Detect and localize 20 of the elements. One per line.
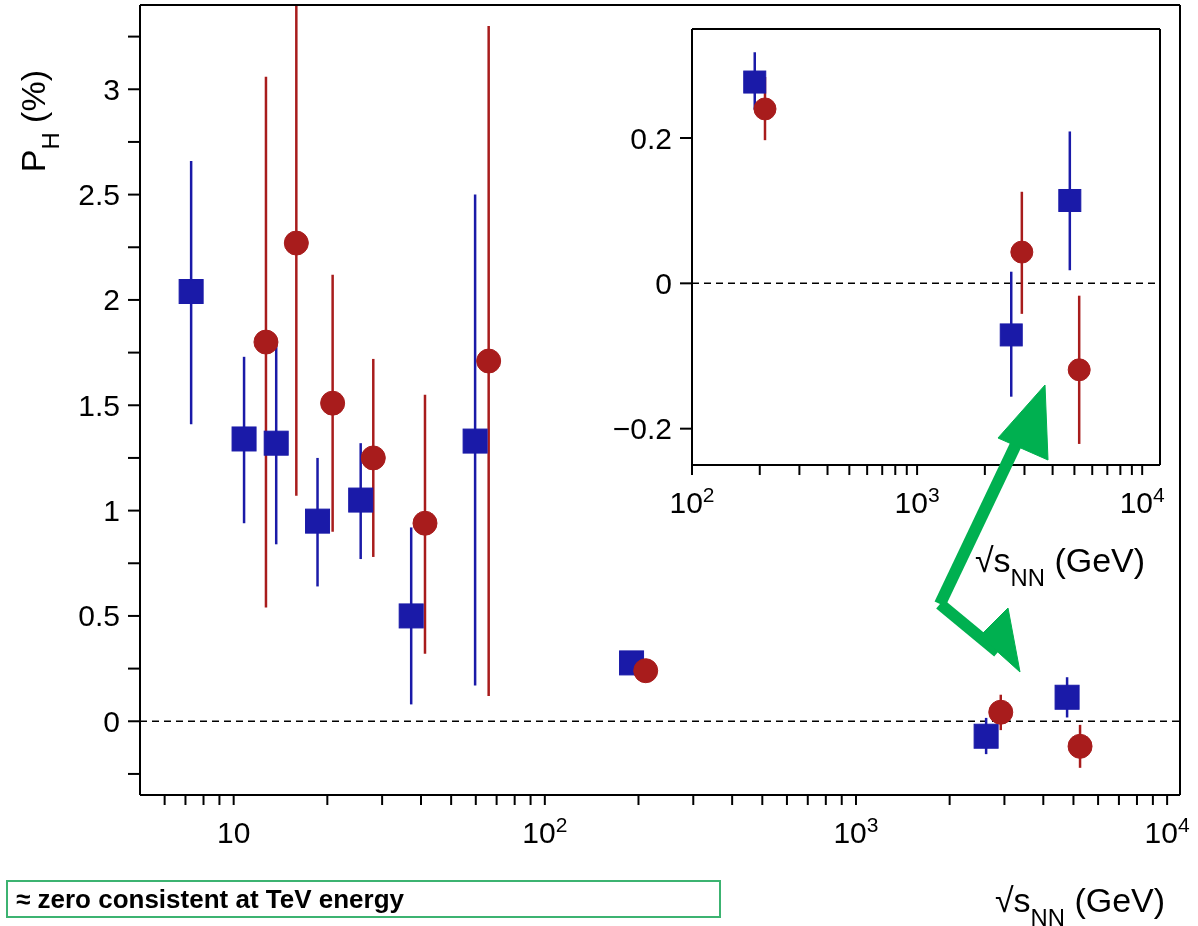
x-tick-label: 10$^{4}$ [1144, 812, 1190, 849]
y-tick-label: 1.5 [78, 388, 120, 422]
text: ≈ zero consistent at TeV energy [6, 880, 721, 918]
y-tick-label: 3 [103, 72, 120, 106]
y-tick-label: 0.2 [630, 121, 672, 155]
y-tick-label: 0 [103, 704, 120, 738]
x-tick-label: 10$^{3}$ [833, 812, 879, 849]
y-tick-label: 2.5 [78, 178, 120, 212]
x-tick-label: 10 [216, 816, 251, 849]
y-tick-label: 0 [655, 266, 672, 300]
y-tick-label: 0.5 [78, 599, 120, 633]
y-tick-label: 2 [103, 283, 120, 317]
y-tick-label: −0.2 [612, 412, 672, 446]
x-tick-label: 10$^{2}$ [522, 812, 568, 849]
x-tick-label: 10$^{3}$ [894, 482, 940, 519]
x-axis-title: √s$_{NN}$ (GeV) [994, 881, 1166, 926]
x-tick-label: 10$^{4}$ [1119, 482, 1166, 519]
x-axis-title: √s$_{NN}$ (GeV) [974, 541, 1146, 591]
x-tick-label: 10$^{2}$ [669, 482, 715, 519]
y-tick-label: 1 [103, 494, 120, 528]
